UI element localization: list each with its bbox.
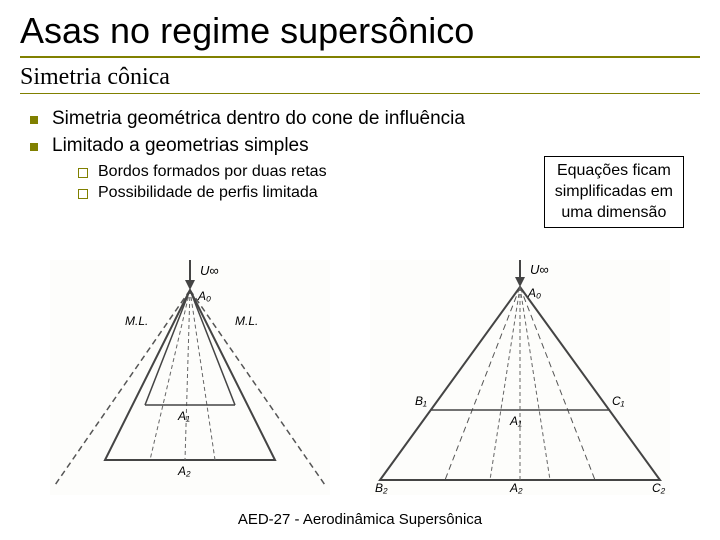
label-c1: C₁ [612,394,625,408]
bullet-2-text: Limitado a geometrias simples [52,135,309,156]
diagram-left: U∞ M.L. M.L. A₀ A₁ A₂ [50,260,330,495]
label-uinf: U∞ [200,263,219,278]
bullet-1-text: Simetria geométrica dentro do cone de in… [52,108,465,129]
slide-title: Asas no regime supersônico [20,10,700,58]
callout-line1: Equações ficam [555,161,673,182]
label-ml-right: M.L. [235,314,258,328]
callout-line3: uma dimensão [555,203,673,224]
diagram-row: U∞ M.L. M.L. A₀ A₁ A₂ U∞ A₀ [50,260,670,495]
label-uinf: U∞ [530,262,549,277]
bullet-icon [30,116,38,124]
label-a2: A₂ [177,464,191,478]
sub-bullet-icon [78,189,88,199]
bullet-1: Simetria geométrica dentro do cone de in… [30,108,700,130]
slide-footer: AED-27 - Aerodinâmica Supersônica [0,511,720,528]
label-ml-left: M.L. [125,314,148,328]
label-a0: A₀ [197,289,211,303]
sub-bullet-icon [78,168,88,178]
callout-line2: simplificadas em [555,182,673,203]
bullet-icon [30,143,38,151]
sub-bullet-1-text: Bordos formados por duas retas [98,163,327,180]
slide-subtitle: Simetria cônica [20,64,700,94]
label-c2: C₂ [652,481,666,495]
diagram-right: U∞ A₀ B₁ C₁ A₁ B₂ A₂ C₂ [370,260,670,495]
label-a1: A₁ [177,409,190,423]
label-a1: A₁ [509,414,522,428]
sub-bullet-2-text: Possibilidade de perfis limitada [98,184,318,201]
callout-box: Equações ficam simplificadas em uma dime… [544,156,684,228]
label-a2: A₂ [509,481,523,495]
label-b2: B₂ [375,481,388,495]
label-b1: B₁ [415,394,427,408]
